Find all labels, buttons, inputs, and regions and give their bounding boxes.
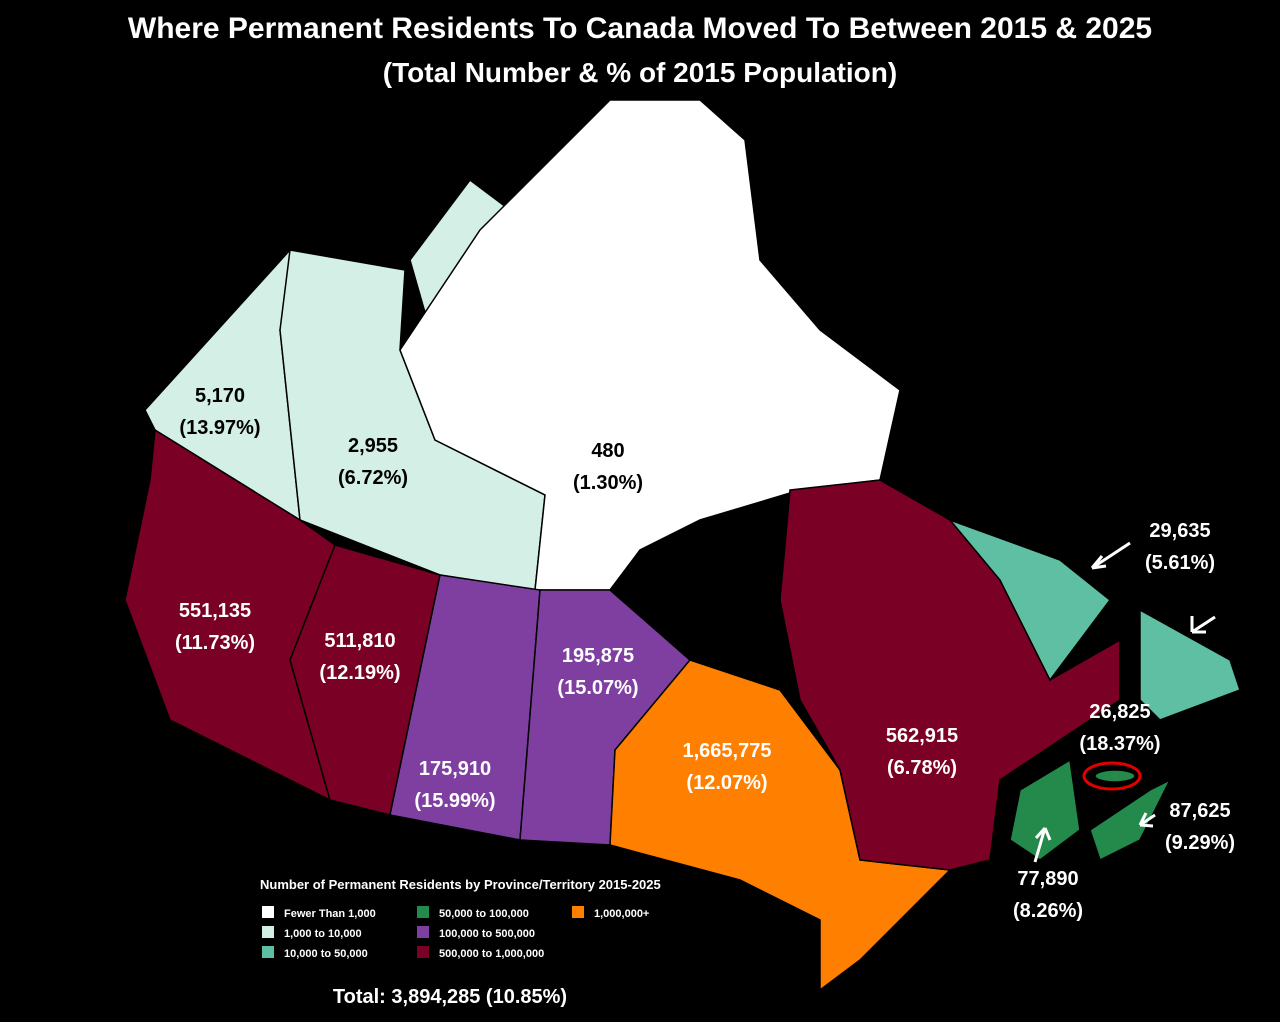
region-percent: (11.73%): [175, 632, 255, 654]
labels: 5,170 (13.97%) 2,955 (6.72%) 480 (1.30%) 551,1…: [175, 385, 1235, 922]
region-percent: (13.97%): [179, 417, 260, 439]
legend: Fewer Than 1,000 1,000 to 10,000 10,000 to…: [262, 906, 649, 960]
region-number: 1,665,775: [683, 740, 772, 762]
region-percent: (1.30%): [573, 472, 643, 494]
ontario: [609, 659, 952, 992]
region-number: 2,955: [348, 435, 398, 457]
provinces: [124, 99, 1241, 992]
subtitle: (Total Number & % of 2015 Population): [383, 57, 897, 88]
region-number: 195,875: [562, 645, 634, 667]
region-percent: (12.07%): [686, 772, 767, 794]
region-number: 562,915: [886, 725, 958, 747]
region-number: 29,635: [1149, 520, 1210, 542]
arrow: [1190, 615, 1216, 634]
region-number: 511,810: [324, 630, 395, 652]
region-percent: (9.29%): [1165, 832, 1235, 854]
region-percent: (5.61%): [1145, 552, 1215, 574]
nunavut: [399, 99, 901, 591]
region-percent: (15.07%): [557, 677, 638, 699]
title: Where Permanent Residents To Canada Move…: [128, 12, 1152, 45]
region-number: 77,890: [1017, 868, 1078, 890]
alberta: [289, 544, 441, 816]
region-number: 551,135: [179, 600, 251, 622]
legend-label: 1,000 to 10,000: [284, 928, 362, 940]
legend-swatch: [262, 946, 274, 958]
region-number: 26,825: [1089, 701, 1150, 723]
region-number: 87,625: [1169, 800, 1230, 822]
region-percent: (8.26%): [1013, 900, 1083, 922]
region-percent: (6.72%): [338, 467, 408, 489]
region-percent: (6.78%): [887, 757, 957, 779]
region-number: 175,910: [419, 758, 491, 780]
legend-label: 1,000,000+: [594, 908, 649, 920]
region-percent: (15.99%): [414, 790, 495, 812]
arrow: [1033, 826, 1052, 863]
newfoundland: [1139, 608, 1241, 721]
legend-swatch: [417, 906, 429, 918]
legend-label: 10,000 to 50,000: [284, 948, 368, 960]
new-brunswick: [1009, 758, 1081, 861]
legend-label: 500,000 to 1,000,000: [439, 948, 544, 960]
nova-scotia: [1089, 778, 1172, 862]
pei: [1094, 769, 1136, 783]
region-percent: (18.37%): [1079, 733, 1160, 755]
legend-label: 100,000 to 500,000: [439, 928, 535, 940]
legend-label: 50,000 to 100,000: [439, 908, 529, 920]
region-percent: (12.19%): [319, 662, 400, 684]
legend-swatch: [572, 906, 584, 918]
region-number: 480: [591, 440, 624, 462]
pei-highlight: [1082, 761, 1142, 791]
legend-swatch: [417, 946, 429, 958]
arrow: [1138, 812, 1156, 828]
arrow: [1090, 541, 1131, 570]
labrador: [947, 518, 1112, 682]
arrows: [1033, 541, 1216, 863]
total: Total: 3,894,285 (10.85%): [333, 986, 567, 1008]
legend-swatch: [262, 926, 274, 938]
region-number: 5,170: [195, 385, 245, 407]
legend-swatch: [417, 926, 429, 938]
legend-title: Number of Permanent Residents by Provinc…: [260, 877, 661, 892]
legend-label: Fewer Than 1,000: [284, 908, 376, 920]
legend-swatch: [262, 906, 274, 918]
